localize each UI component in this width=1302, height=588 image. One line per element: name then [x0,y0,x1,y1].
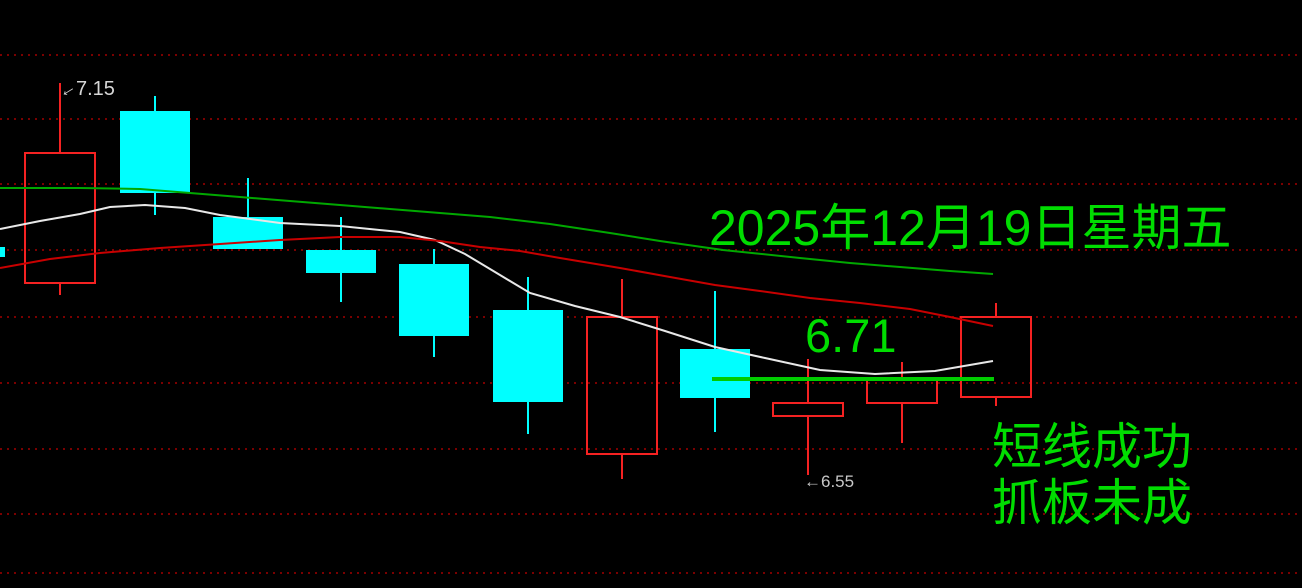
commentary-line-1: 短线成功 [992,419,1192,475]
support-price-annotation: 6.71 [805,309,897,362]
ma-green [0,187,994,275]
low-price-value: 6.55 [821,472,855,491]
high-price-annotation: ←7.15 [54,76,115,102]
ma-white [0,203,994,376]
date-annotation: 2025年12月19日星期五 [709,200,1232,256]
commentary-annotation: 短线成功 抓板未成 [992,419,1192,531]
high-price-value: 7.15 [76,78,115,100]
low-price-annotation: ←6.55 [804,473,854,491]
left-arrow-icon: ← [804,472,821,491]
ma-red [0,236,994,327]
commentary-line-2: 抓板未成 [992,475,1192,531]
